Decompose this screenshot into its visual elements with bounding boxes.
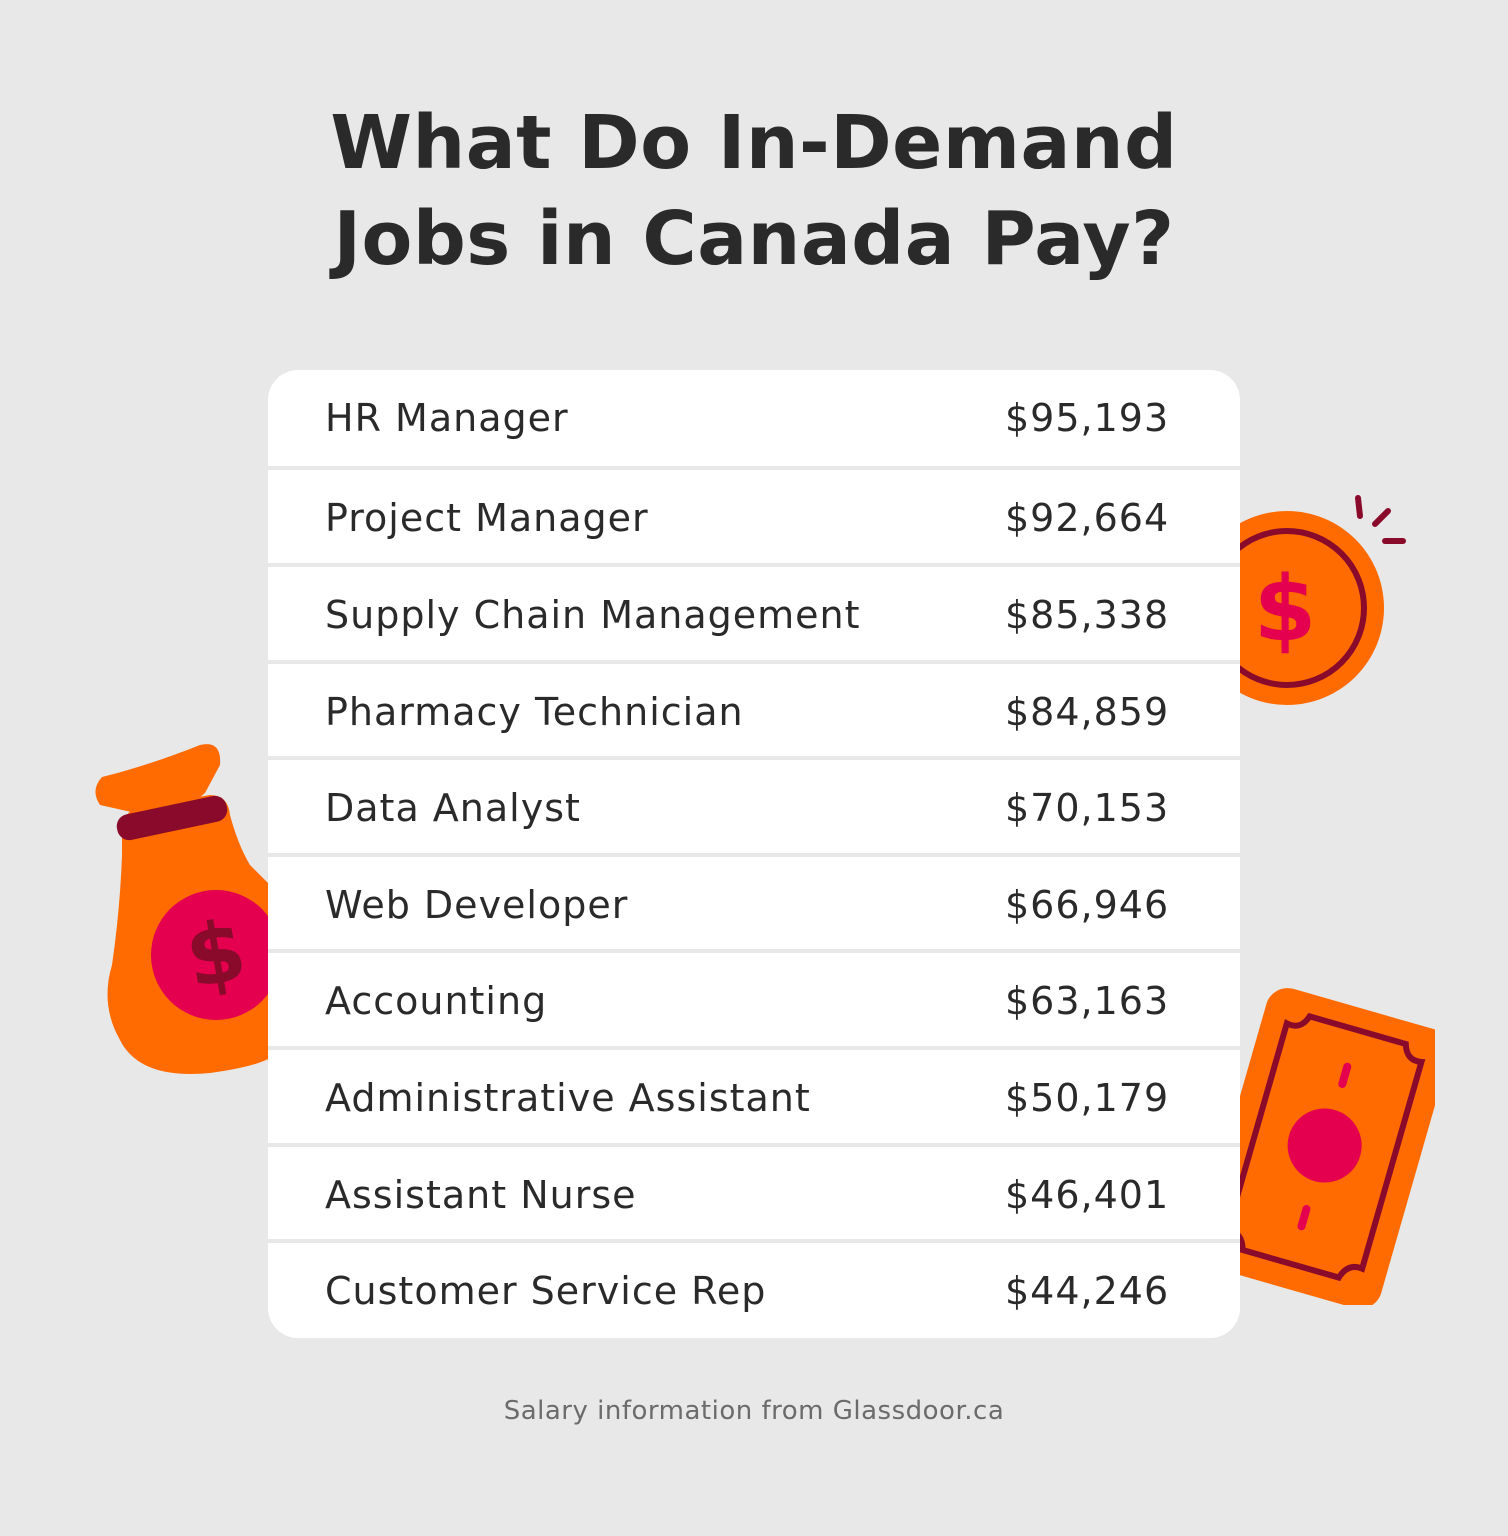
salary-value: $63,163 (1005, 979, 1170, 1023)
salary-value: $50,179 (1005, 1076, 1170, 1120)
table-row: HR Manager $95,193 (268, 370, 1240, 466)
row-divider (268, 1046, 1240, 1050)
table-row: Web Developer $66,946 (268, 857, 1240, 953)
table-row: Data Analyst $70,153 (268, 760, 1240, 856)
job-title: Web Developer (325, 883, 629, 927)
table-row: Supply Chain Management $85,338 (268, 567, 1240, 663)
row-divider (268, 1239, 1240, 1243)
job-title: Assistant Nurse (325, 1173, 637, 1217)
row-divider (268, 1143, 1240, 1147)
page-title: What Do In-Demand Jobs in Canada Pay? (0, 95, 1508, 287)
row-divider (268, 949, 1240, 953)
row-divider (268, 466, 1240, 470)
job-title: HR Manager (325, 396, 569, 440)
salary-value: $92,664 (1005, 496, 1170, 540)
row-divider (268, 660, 1240, 664)
coin-icon: $ (1225, 495, 1406, 705)
row-divider (268, 563, 1240, 567)
job-title: Pharmacy Technician (325, 690, 744, 734)
salary-value: $70,153 (1005, 786, 1170, 830)
svg-text:$: $ (1254, 557, 1317, 662)
job-title: Customer Service Rep (325, 1269, 767, 1313)
job-title: Accounting (325, 979, 548, 1023)
title-line-1: What Do In-Demand (330, 100, 1178, 186)
job-title: Supply Chain Management (325, 593, 861, 637)
salary-value: $95,193 (1005, 396, 1170, 440)
job-title: Project Manager (325, 496, 649, 540)
job-title: Data Analyst (325, 786, 581, 830)
salary-value: $44,246 (1005, 1269, 1170, 1313)
source-note: Salary information from Glassdoor.ca (503, 1396, 1005, 1426)
row-divider (268, 853, 1240, 857)
salary-value: $66,946 (1005, 883, 1170, 927)
table-row: Administrative Assistant $50,179 (268, 1050, 1240, 1146)
table-row: Assistant Nurse $46,401 (268, 1147, 1240, 1243)
salary-value: $46,401 (1005, 1173, 1170, 1217)
job-title: Administrative Assistant (325, 1076, 811, 1120)
table-row: Project Manager $92,664 (268, 470, 1240, 566)
row-divider (268, 756, 1240, 760)
table-row: Pharmacy Technician $84,859 (268, 664, 1240, 760)
table-row: Accounting $63,163 (268, 953, 1240, 1049)
salary-value: $85,338 (1005, 593, 1170, 637)
table-row: Customer Service Rep $44,246 (268, 1243, 1240, 1338)
salary-value: $84,859 (1005, 690, 1170, 734)
money-bag-icon: $ (95, 744, 280, 1075)
salary-table: HR Manager $95,193 Project Manager $92,6… (268, 370, 1240, 1338)
banknote-icon (1225, 988, 1435, 1305)
title-line-2: Jobs in Canada Pay? (333, 196, 1175, 282)
